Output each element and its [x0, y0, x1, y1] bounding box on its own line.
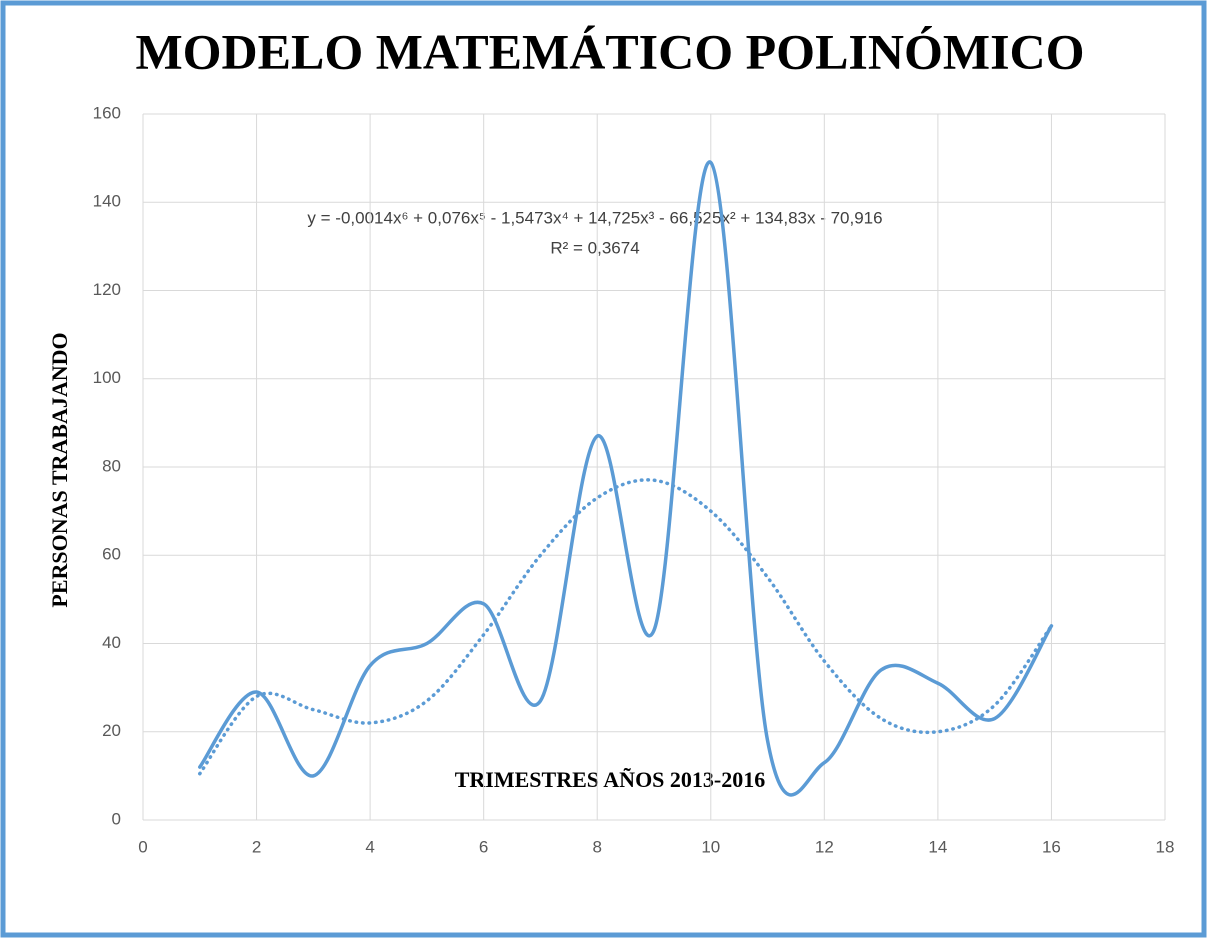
y-tick-label: 40 [102, 633, 121, 652]
x-tick-label: 10 [701, 837, 720, 856]
x-tick-label: 2 [252, 837, 261, 856]
x-tick-label: 12 [815, 837, 834, 856]
trendline-equation: y = -0,0014x⁶ + 0,076x⁵ - 1,5473x⁴ + 14,… [307, 208, 882, 227]
y-tick-label: 20 [102, 721, 121, 740]
y-tick-label: 0 [112, 809, 121, 828]
y-tick-label: 100 [93, 368, 121, 387]
data-line [198, 160, 1054, 797]
y-tick-label: 60 [102, 545, 121, 564]
x-tick-label: 8 [592, 837, 601, 856]
chart-title: MODELO MATEMÁTICO POLINÓMICO [135, 23, 1084, 79]
x-axis-label: TRIMESTRES AÑOS 2013-2016 [455, 767, 766, 792]
x-tick-label: 14 [928, 837, 947, 856]
x-tick-label: 16 [1042, 837, 1061, 856]
x-tick-label: 6 [479, 837, 488, 856]
y-tick-label: 80 [102, 456, 121, 475]
x-tick-label: 0 [138, 837, 147, 856]
x-tick-label: 18 [1156, 837, 1175, 856]
y-tick-label: 120 [93, 280, 121, 299]
x-tick-label: 4 [365, 837, 374, 856]
r-squared: R² = 0,3674 [550, 238, 639, 257]
y-tick-label: 140 [93, 192, 121, 211]
y-axis-label: PERSONAS TRABAJANDO [47, 332, 72, 607]
y-tick-label: 160 [93, 103, 121, 122]
